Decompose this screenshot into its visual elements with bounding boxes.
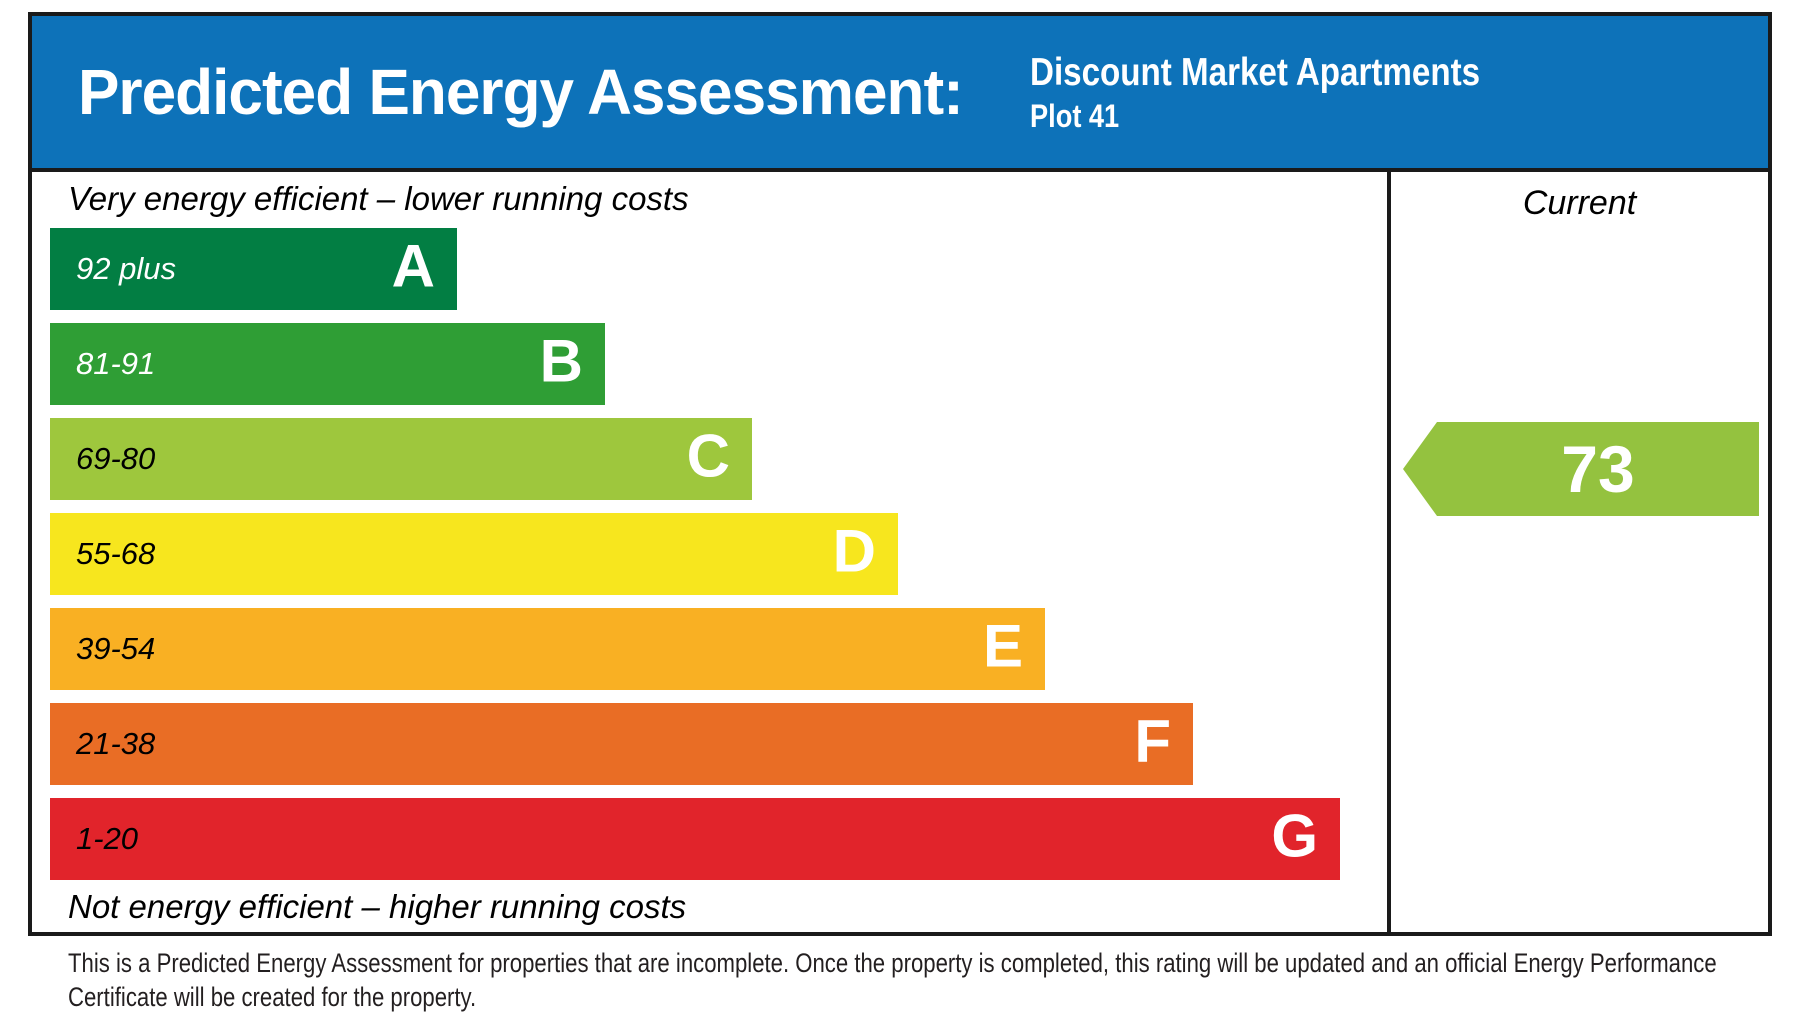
bottom-efficiency-note: Not energy efficient – higher running co… (68, 888, 687, 925)
band-b: 81-91 B (50, 323, 605, 405)
current-column-label: Current (1522, 184, 1637, 222)
band-a-letter: A (391, 232, 435, 300)
current-rating-value: 73 (1561, 432, 1635, 506)
band-f: 21-38 F (50, 703, 1193, 785)
property-name: Discount Market Apartments (1030, 50, 1481, 94)
band-d-range: 55-68 (76, 536, 156, 571)
footer-line-2: Certificate will be created for the prop… (68, 982, 477, 1012)
band-e-range: 39-54 (76, 631, 156, 666)
footer-disclaimer: This is a Predicted Energy Assessment fo… (68, 946, 1800, 1014)
band-f-letter: F (1134, 707, 1171, 775)
band-c-letter: C (686, 422, 730, 490)
certificate-body: Very energy efficient – lower running co… (32, 172, 1768, 932)
band-e: 39-54 E (50, 608, 1045, 690)
band-d: 55-68 D (50, 513, 898, 595)
property-block: Discount Market Apartments Plot 41 (1030, 51, 1480, 134)
band-b-range: 81-91 (76, 346, 156, 381)
arrow-body: 73 (1437, 422, 1759, 516)
current-rating-panel: Current 73 (1391, 172, 1768, 932)
band-a-range: 92 plus (76, 251, 176, 286)
band-c-range: 69-80 (76, 441, 156, 476)
arrow-left-tip-icon (1403, 422, 1437, 516)
current-rating-arrow: 73 (1403, 422, 1759, 516)
footer-line-1: This is a Predicted Energy Assessment fo… (68, 948, 1717, 978)
band-a: 92 plus A (50, 228, 457, 310)
band-f-range: 21-38 (76, 726, 156, 761)
band-g-letter: G (1271, 802, 1318, 870)
band-b-letter: B (539, 327, 583, 395)
band-c: 69-80 C (50, 418, 752, 500)
plot-number: Plot 41 (1030, 97, 1120, 134)
rating-bands-panel: Very energy efficient – lower running co… (32, 172, 1387, 932)
band-e-letter: E (982, 612, 1023, 680)
certificate-header: Predicted Energy Assessment: Discount Ma… (32, 16, 1768, 172)
rating-bands: 92 plus A 81-91 B 69-80 C 55-68 D 39-54 (50, 228, 1340, 893)
band-d-letter: D (832, 517, 876, 585)
band-g-range: 1-20 (76, 821, 139, 856)
panel-divider (1387, 172, 1391, 932)
page-title: Predicted Energy Assessment: (78, 56, 964, 128)
band-g: 1-20 G (50, 798, 1340, 880)
epc-certificate: Predicted Energy Assessment: Discount Ma… (28, 12, 1772, 936)
top-efficiency-note: Very energy efficient – lower running co… (68, 180, 689, 217)
